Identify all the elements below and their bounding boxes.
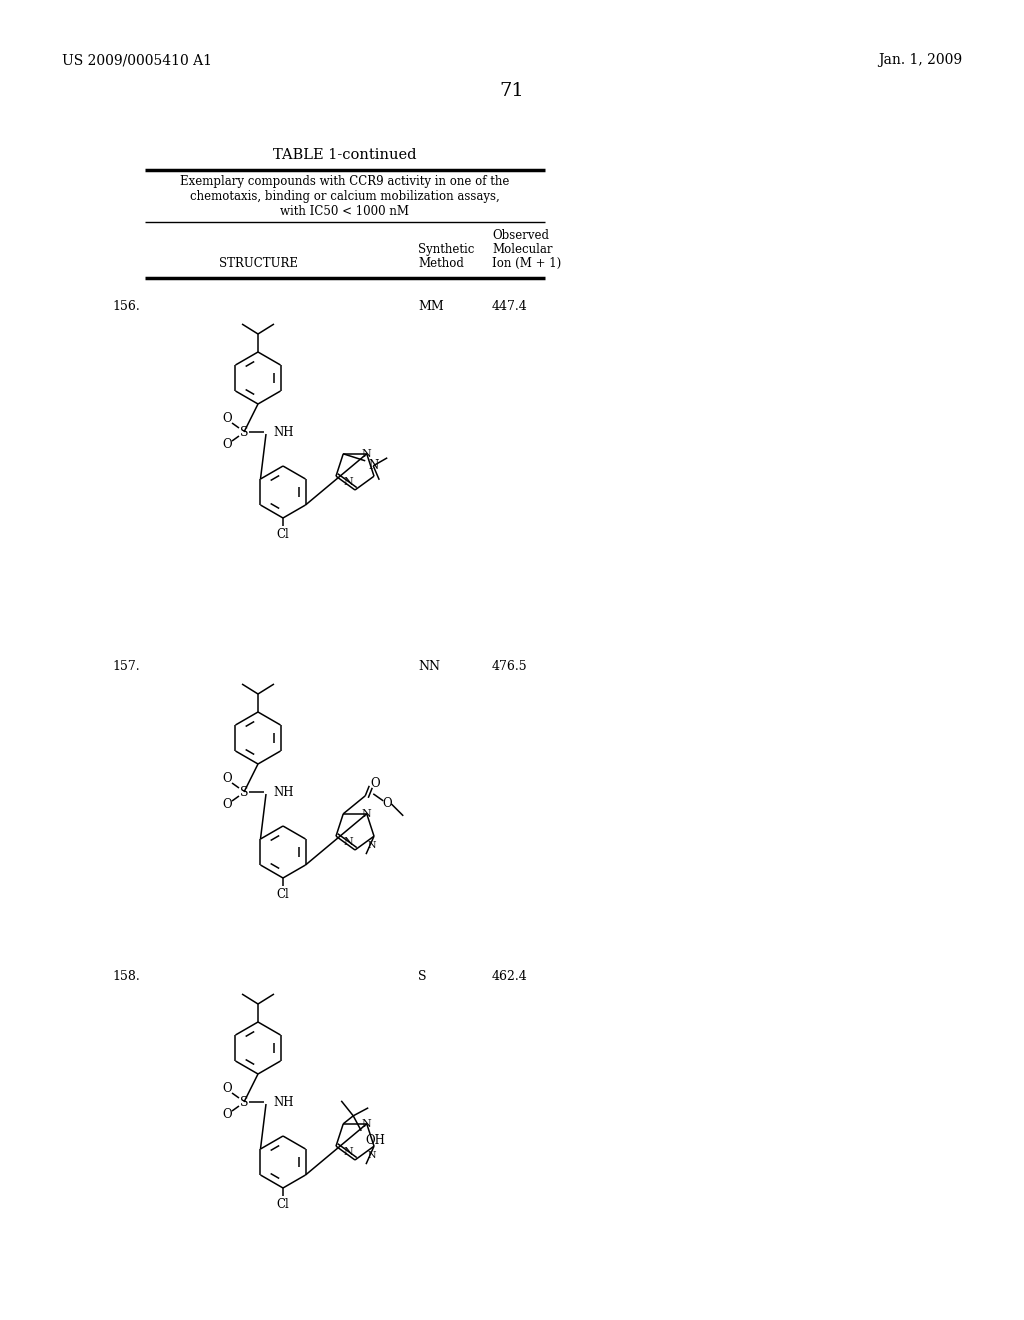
Text: Molecular: Molecular (492, 243, 553, 256)
Text: 476.5: 476.5 (492, 660, 527, 673)
Text: S: S (240, 425, 248, 438)
Text: N: N (343, 477, 353, 487)
Text: MM: MM (418, 300, 443, 313)
Text: O: O (222, 438, 231, 451)
Text: 447.4: 447.4 (492, 300, 527, 313)
Text: 71: 71 (500, 82, 524, 100)
Text: 462.4: 462.4 (492, 970, 527, 983)
Text: TABLE 1-continued: TABLE 1-continued (273, 148, 417, 162)
Text: S: S (240, 785, 248, 799)
Text: N: N (368, 459, 379, 473)
Text: S: S (240, 1096, 248, 1109)
Text: O: O (222, 412, 231, 425)
Text: N: N (368, 1151, 376, 1160)
Text: Synthetic: Synthetic (418, 243, 474, 256)
Text: N: N (343, 1147, 353, 1158)
Text: Exemplary compounds with CCR9 activity in one of the: Exemplary compounds with CCR9 activity i… (180, 176, 510, 187)
Text: OH: OH (366, 1134, 385, 1147)
Text: S: S (418, 970, 427, 983)
Text: Ion (M + 1): Ion (M + 1) (492, 257, 561, 271)
Text: Cl: Cl (276, 528, 290, 541)
Text: NH: NH (273, 785, 294, 799)
Text: 156.: 156. (112, 300, 139, 313)
Text: N: N (361, 809, 372, 818)
Text: STRUCTURE: STRUCTURE (218, 257, 298, 271)
Text: N: N (361, 449, 372, 459)
Text: with IC50 < 1000 nM: with IC50 < 1000 nM (281, 205, 410, 218)
Text: N: N (343, 837, 353, 847)
Text: O: O (222, 799, 231, 812)
Text: NN: NN (418, 660, 440, 673)
Text: NH: NH (273, 425, 294, 438)
Text: Jan. 1, 2009: Jan. 1, 2009 (878, 53, 962, 67)
Text: N: N (368, 841, 376, 850)
Text: O: O (222, 1109, 231, 1122)
Text: NH: NH (273, 1096, 294, 1109)
Text: Cl: Cl (276, 888, 290, 902)
Text: O: O (222, 772, 231, 785)
Text: O: O (222, 1082, 231, 1096)
Text: US 2009/0005410 A1: US 2009/0005410 A1 (62, 53, 212, 67)
Text: O: O (382, 797, 392, 810)
Text: O: O (371, 777, 380, 791)
Text: Cl: Cl (276, 1199, 290, 1210)
Text: Method: Method (418, 257, 464, 271)
Text: 158.: 158. (112, 970, 139, 983)
Text: N: N (361, 1119, 372, 1129)
Text: 157.: 157. (112, 660, 139, 673)
Text: chemotaxis, binding or calcium mobilization assays,: chemotaxis, binding or calcium mobilizat… (190, 190, 500, 203)
Text: Observed: Observed (492, 228, 549, 242)
